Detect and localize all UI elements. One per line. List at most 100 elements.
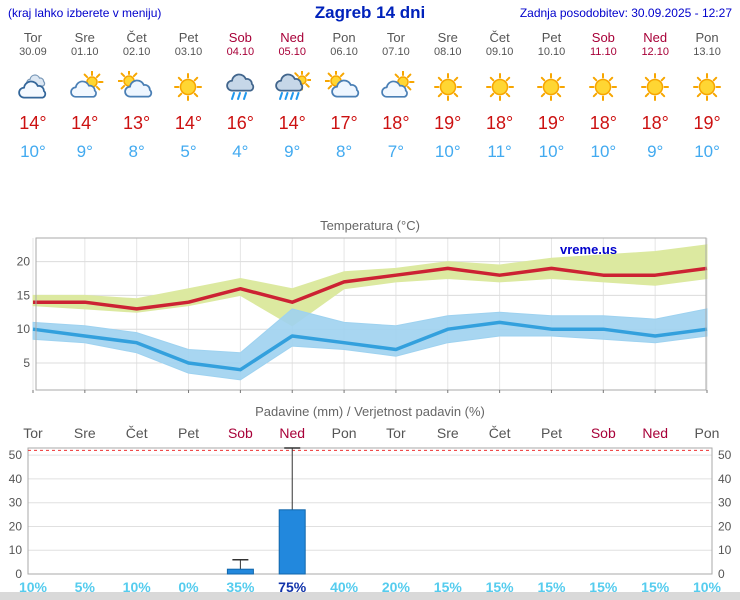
precip-probability: 0% [178,579,199,595]
vreme-us-watermark[interactable]: vreme.us [560,242,617,257]
day-name: Sre [74,30,95,45]
day-date: 13.10 [693,46,721,58]
cloudy-icon [7,66,59,108]
precip-probability: 20% [382,579,411,595]
day-high-temp: 14° [19,113,47,133]
precip-probability: 35% [226,579,255,595]
day-high-temp: 13° [123,113,151,133]
precip-day-label: Čet [126,425,148,441]
partly-cloudy-icon [370,66,422,108]
precip-ytick-left: 20 [9,520,23,534]
day-column-08.10[interactable]: Sre 08.10 19° 10° [422,30,474,162]
precip-chart-title: Padavine (mm) / Verjetnost padavin (%) [255,404,485,419]
sunny-icon [681,66,733,108]
day-name: Sob [228,30,252,45]
day-name: Pon [332,30,356,45]
day-low-temp: 10° [538,142,565,161]
precip-ytick-left: 40 [9,472,23,486]
rain-sun-icon [266,66,318,108]
day-column-30.09[interactable]: Tor 30.09 14° 10° [7,30,59,162]
precip-day-label: Pet [178,425,199,441]
day-date: 07.10 [382,46,410,58]
precip-day-label: Sre [437,425,459,441]
day-name: Tor [386,30,405,45]
day-low-temp: 9° [647,142,664,161]
day-name: Ned [643,30,668,45]
day-column-05.10[interactable]: Ned 05.10 14° 9° [266,30,318,162]
day-column-13.10[interactable]: Pon 13.10 19° 10° [681,30,733,162]
temp-ytick: 20 [17,255,31,269]
precip-ytick-right: 10 [718,543,732,557]
day-column-06.10[interactable]: Pon 06.10 17° 8° [318,30,370,162]
day-low-temp: 8° [335,142,353,161]
day-low-temp: 9° [76,142,93,161]
day-high-temp: 19° [693,113,721,133]
sunny-icon [629,66,681,108]
day-high-temp: 18° [589,113,617,133]
day-column-03.10[interactable]: Pet 03.10 14° 5° [163,30,215,162]
sunny-icon [422,66,474,108]
temp-ytick: 15 [17,288,31,302]
precip-probability: 15% [434,579,463,595]
day-column-04.10[interactable]: Sob 04.10 16° 4° [214,30,266,162]
precip-day-label: Tor [386,425,406,441]
day-high-temp: 18° [486,113,514,133]
day-name: Čet [489,30,510,45]
max-temp-line [33,266,708,311]
day-column-12.10[interactable]: Ned 12.10 18° 9° [629,30,681,162]
day-high-temp: 16° [226,113,254,133]
day-date: 12.10 [641,46,669,58]
day-low-temp: 10° [694,142,720,161]
day-date: 02.10 [122,46,151,58]
mostly-cloudy-icon [111,66,163,108]
precip-probability: 15% [589,579,618,595]
min-temp-line [32,320,708,372]
day-high-temp: 18° [641,113,669,133]
day-column-09.10[interactable]: Čet 09.10 18° 11° [474,30,526,162]
precip-ytick-left: 10 [9,543,23,557]
day-date: 01.10 [71,46,99,58]
sunny-icon [577,66,629,108]
day-date: 04.10 [226,46,255,58]
precip-probability: 10% [693,579,722,595]
temp-ytick: 5 [23,356,30,370]
day-low-temp: 11° [487,142,512,161]
precip-probability: 15% [537,579,566,595]
precip-probability: 75% [278,579,307,595]
day-high-temp: 14° [278,113,306,133]
day-high-temp: 19° [434,113,462,133]
sunny-icon [474,66,526,108]
temperature-chart: 5 10 15 20 vreme.us [17,237,708,393]
day-low-temp: 9° [284,142,301,161]
temp-band [32,244,708,327]
precip-ytick-right: 0 [718,567,725,581]
precip-day-label: Ned [279,425,305,441]
temp-chart-title: Temperatura (°C) [320,218,420,233]
precip-ytick-left: 50 [9,448,23,462]
day-date: 06.10 [330,46,358,58]
day-date: 03.10 [174,46,203,58]
day-date: 10.10 [537,46,566,58]
day-low-temp: 7° [387,142,405,161]
day-low-temp: 4° [232,142,249,161]
day-column-02.10[interactable]: Čet 02.10 13° 8° [111,30,163,162]
day-low-temp: 5° [180,142,197,161]
day-column-07.10[interactable]: Tor 07.10 18° 7° [370,30,422,162]
day-column-11.10[interactable]: Sob 11.10 18° 10° [577,30,629,162]
day-low-temp: 10° [590,142,617,161]
day-column-10.10[interactable]: Pet 10.10 19° 10° [526,30,578,162]
precip-ytick-right: 50 [718,448,732,462]
day-name: Sre [437,30,458,45]
day-name: Ned [280,30,305,45]
day-column-01.10[interactable]: Sre 01.10 14° 9° [59,30,111,162]
precip-ytick-right: 30 [718,496,732,510]
day-date: 05.10 [278,46,306,58]
precip-ytick-left: 0 [15,567,22,581]
precip-probability: 15% [486,579,515,595]
sunny-icon [163,66,215,108]
precip-day-label: Ned [642,425,668,441]
precip-day-label: Tor [23,425,43,441]
precip-bar [278,509,306,575]
precip-probability: 40% [330,579,359,595]
day-name: Sob [591,30,615,45]
